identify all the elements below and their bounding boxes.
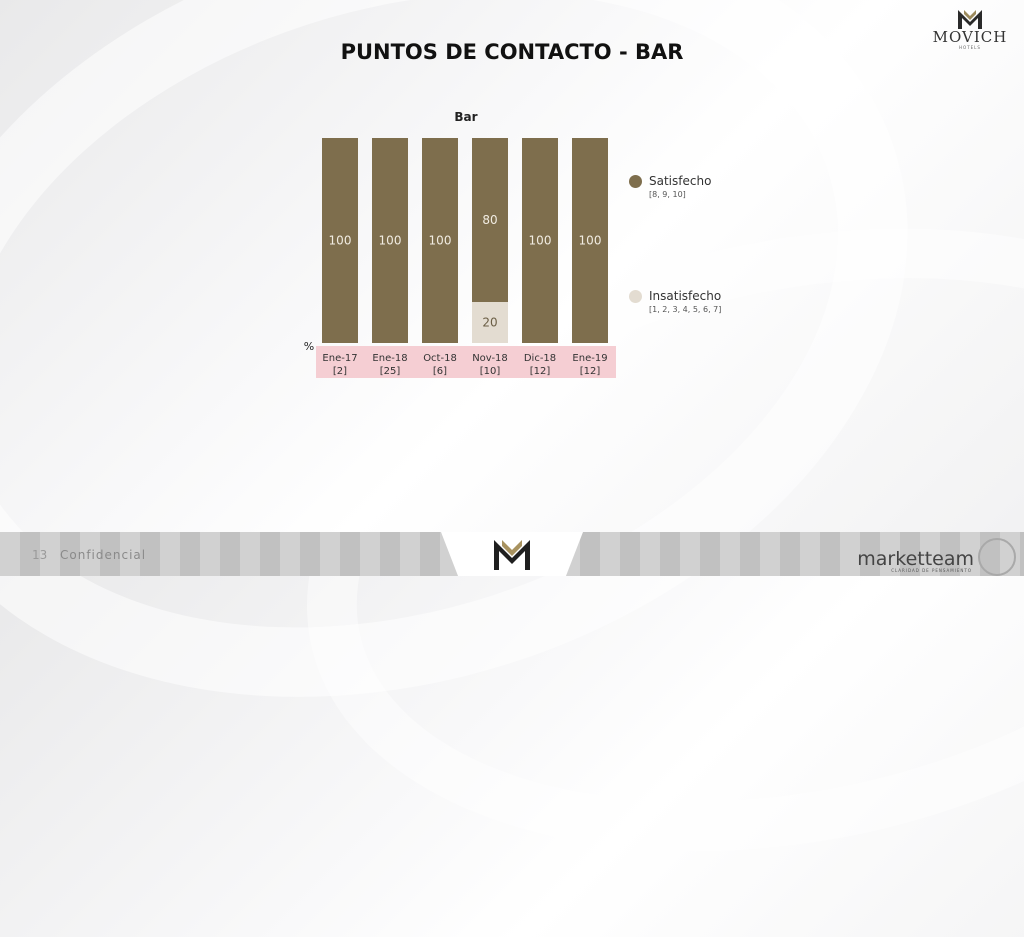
chart-title: Bar — [454, 110, 477, 124]
data-label-satisfecho-nov-18: 80 — [482, 213, 497, 227]
marketteam-logo: marketteam — [857, 548, 974, 570]
x-tick-count: [6] — [433, 366, 447, 377]
data-label-insatisfecho-nov-18: 20 — [482, 316, 497, 330]
y-axis-label: % — [304, 340, 314, 353]
bar-satisfecho-ene-19 — [572, 138, 608, 343]
data-label-satisfecho-dic-18: 100 — [529, 234, 552, 248]
x-axis-band — [316, 346, 616, 378]
legend-label-insatisfecho: Insatisfecho — [649, 289, 722, 303]
x-tick-label: Nov-18 — [472, 353, 508, 364]
logo-subtitle: HOTELS — [959, 45, 981, 50]
brain-icon — [978, 538, 1016, 576]
x-tick-label: Ene-17 — [322, 353, 357, 364]
legend-range-insatisfecho: [1, 2, 3, 4, 5, 6, 7] — [649, 305, 722, 314]
footer-monogram-icon — [494, 540, 530, 570]
x-tick-count: [2] — [333, 366, 347, 377]
logo-brand: MOVICH — [932, 28, 1008, 46]
data-label-satisfecho-ene-17: 100 — [329, 234, 352, 248]
bar-satisfecho-dic-18 — [522, 138, 558, 343]
x-tick-label: Ene-18 — [372, 353, 407, 364]
legend-swatch-insatisfecho — [629, 290, 642, 303]
bar-satisfecho-ene-17 — [322, 138, 358, 343]
x-tick-count: [25] — [380, 366, 401, 377]
legend-label-satisfecho: Satisfecho — [649, 174, 712, 188]
data-label-satisfecho-ene-18: 100 — [379, 234, 402, 248]
data-label-satisfecho-oct-18: 100 — [429, 234, 452, 248]
stacked-bar-chart: Bar % 100 100 100 20 80 100 100 Ene-17 [2] Ene-1… — [304, 110, 616, 378]
bar-satisfecho-ene-18 — [372, 138, 408, 343]
legend-range-satisfecho: [8, 9, 10] — [649, 190, 686, 199]
x-tick-label: Dic-18 — [524, 353, 556, 364]
confidential-label: Confidencial — [60, 548, 147, 562]
page-number: 13 — [32, 548, 48, 562]
bar-satisfecho-nov-18 — [472, 138, 508, 302]
bar-insatisfecho-nov-18 — [472, 302, 508, 343]
x-tick-count: [12] — [530, 366, 551, 377]
movich-logo: MOVICH HOTELS — [926, 8, 1014, 50]
x-tick-count: [10] — [480, 366, 501, 377]
slide-title: PUNTOS DE CONTACTO - BAR — [340, 40, 684, 64]
x-tick-count: [12] — [580, 366, 601, 377]
marketteam-tagline: CLARIDAD DE PENSAMIENTO — [891, 568, 972, 573]
legend-swatch-satisfecho — [629, 175, 642, 188]
data-label-satisfecho-ene-19: 100 — [579, 234, 602, 248]
x-tick-label: Ene-19 — [572, 353, 607, 364]
bar-satisfecho-oct-18 — [422, 138, 458, 343]
x-tick-label: Oct-18 — [423, 353, 457, 364]
movich-monogram-icon — [958, 10, 982, 29]
